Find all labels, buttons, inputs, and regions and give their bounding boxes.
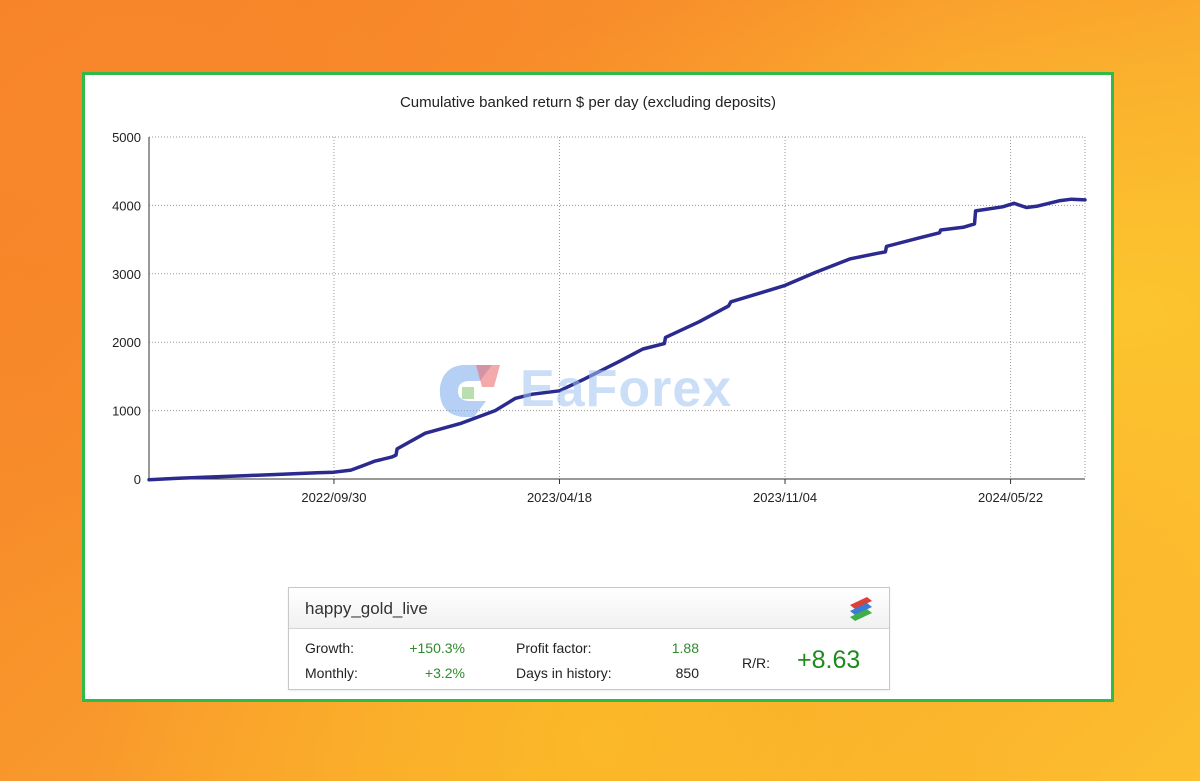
grid — [149, 136, 1086, 479]
account-name[interactable]: happy_gold_live — [305, 599, 428, 618]
profit-factor-value: 1.88 — [671, 640, 699, 656]
y-tick-label: 0 — [134, 472, 141, 487]
monthly-label: Monthly: — [305, 665, 358, 681]
series-layer — [147, 197, 1087, 482]
axes — [148, 137, 1085, 484]
y-tick-label: 5000 — [112, 130, 141, 145]
growth-label: Growth: — [305, 640, 355, 656]
series-line — [147, 197, 1087, 482]
chart-panel: Cumulative banked return $ per day (excl… — [82, 72, 1114, 702]
y-tick-label: 4000 — [112, 198, 141, 213]
y-tick-label: 3000 — [112, 267, 141, 282]
x-tick-label: 2023/11/04 — [753, 490, 817, 505]
rr-value: +8.63 — [797, 646, 861, 674]
x-axis-ticks: 2022/09/30 2023/04/18 2023/11/04 2024/05/22 — [301, 490, 1043, 505]
x-tick-label: 2023/04/18 — [527, 490, 592, 505]
x-tick-label: 2022/09/30 — [301, 490, 366, 505]
chart-title: Cumulative banked return $ per day (excl… — [400, 94, 776, 111]
rr-label: R/R: — [742, 655, 770, 671]
days-in-history-label: Days in history: — [516, 665, 612, 681]
myfxbook-logo-icon — [850, 597, 872, 621]
line-chart: Cumulative banked return $ per day (excl… — [112, 94, 1087, 505]
x-tick-label: 2024/05/22 — [978, 490, 1043, 505]
days-in-history-value: 850 — [675, 665, 699, 681]
stats-widget[interactable]: happy_gold_live Growth: +150.3% Monthly:… — [288, 587, 890, 690]
monthly-value: +3.2% — [424, 665, 465, 681]
y-tick-label: 1000 — [112, 404, 141, 419]
profit-factor-label: Profit factor: — [516, 640, 592, 656]
y-tick-label: 2000 — [112, 335, 141, 350]
growth-value: +150.3% — [409, 640, 465, 656]
y-axis-ticks: 0 1000 2000 3000 4000 5000 — [112, 130, 141, 487]
stats-header: happy_gold_live — [289, 588, 889, 629]
